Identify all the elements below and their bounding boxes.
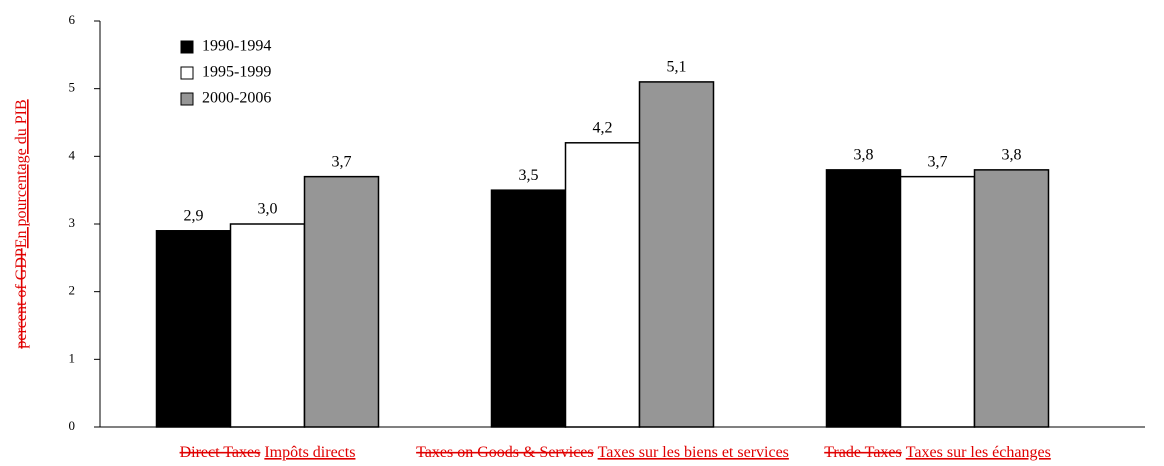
value-label: 5,1 <box>667 59 687 76</box>
y-tick-label: 4 <box>69 147 76 162</box>
bar <box>899 175 976 428</box>
value-label: 4,2 <box>593 119 613 136</box>
bar <box>825 169 902 428</box>
y-tick-label: 0 <box>69 418 76 433</box>
value-label: 3,0 <box>258 201 278 218</box>
legend-label: 2000-2006 <box>202 90 271 107</box>
bar <box>155 230 232 428</box>
bar <box>638 81 715 428</box>
value-label: 3,5 <box>519 167 539 184</box>
x-tick-label: Direct Taxes Impôts directs <box>180 444 356 461</box>
bar <box>229 223 306 428</box>
y-tick-label: 6 <box>69 12 76 27</box>
bar <box>564 142 641 428</box>
bar <box>973 169 1050 428</box>
y-label-deleted: percent of GDP <box>13 248 30 349</box>
x-label: Impôts directs <box>264 444 355 461</box>
bar <box>490 189 567 428</box>
value-label: 3,7 <box>928 153 948 170</box>
bar <box>303 175 380 428</box>
x-label-deleted: Taxes on Goods & Services <box>416 444 594 461</box>
legend-label: 1990-1994 <box>202 38 271 55</box>
legend-swatch <box>180 66 194 80</box>
y-axis-label: percent of GDPEn pourcentage du PIB <box>13 99 30 348</box>
y-tick-label: 1 <box>69 350 76 365</box>
legend-label: 1995-1999 <box>202 64 271 81</box>
x-label-deleted: Trade Taxes <box>824 444 902 461</box>
x-label: Taxes sur les biens et services <box>598 444 789 461</box>
value-label: 3,8 <box>1002 147 1022 164</box>
y-tick-label: 5 <box>69 80 76 95</box>
x-label-deleted: Direct Taxes <box>180 444 261 461</box>
x-tick-label: Taxes on Goods & Services Taxes sur les b… <box>416 444 789 461</box>
value-label: 3,8 <box>854 147 874 164</box>
y-tick-label: 2 <box>69 283 76 298</box>
value-label: 3,7 <box>332 153 352 170</box>
x-tick-label: Trade Taxes Taxes sur les échanges <box>824 444 1051 461</box>
y-label: En pourcentage du PIB <box>13 99 30 248</box>
legend-swatch <box>180 40 194 54</box>
value-label: 2,9 <box>184 207 204 224</box>
y-tick-label: 3 <box>69 215 76 230</box>
x-label: Taxes sur les échanges <box>906 444 1051 461</box>
legend-swatch <box>180 92 194 106</box>
